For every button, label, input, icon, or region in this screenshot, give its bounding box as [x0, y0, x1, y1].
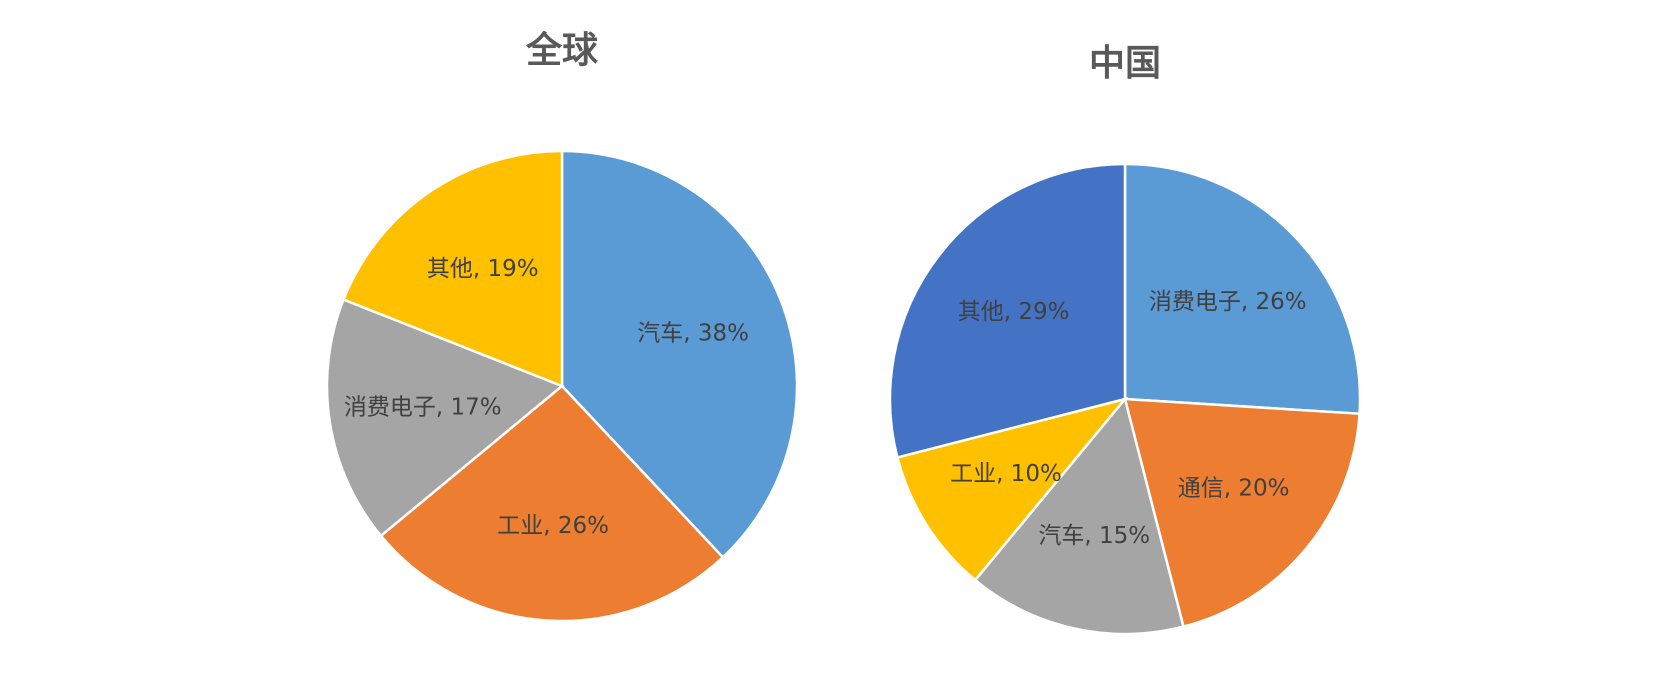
data-label: 工业, 10% — [950, 461, 1062, 487]
pie-slice — [1123, 397, 1361, 629]
data-label: 其他, 29% — [958, 299, 1070, 325]
data-label: 消费电子, 17% — [344, 395, 502, 421]
data-label: 通信, 20% — [1178, 475, 1290, 501]
pie-slice — [560, 149, 799, 560]
data-label: 工业, 26% — [497, 513, 609, 539]
pie-slice — [895, 396, 1129, 582]
pie-slice — [973, 396, 1185, 636]
chart-title: 中国 — [1089, 43, 1161, 84]
pie-slice — [379, 384, 725, 623]
data-label: 消费电子, 26% — [1149, 289, 1307, 315]
pie-slice — [888, 162, 1127, 459]
chart-title: 全球 — [525, 29, 599, 71]
data-label: 其他, 19% — [427, 256, 539, 282]
pie-slice — [325, 297, 565, 538]
data-label: 汽车, 15% — [1038, 523, 1150, 549]
pie-slice — [1123, 162, 1362, 416]
pie-slice — [341, 149, 564, 388]
data-label: 汽车, 38% — [637, 321, 749, 347]
